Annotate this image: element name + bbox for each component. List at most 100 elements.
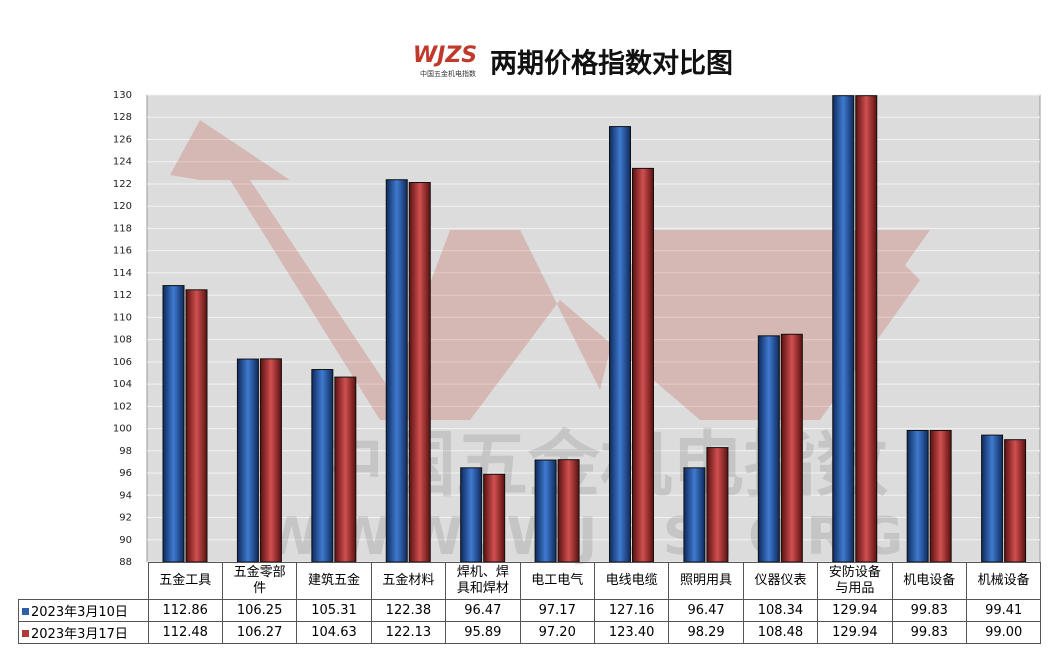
x-tick-label: 五金材料 <box>382 573 435 588</box>
bar <box>706 447 729 563</box>
category-cell: 机电设备 <box>891 562 967 600</box>
x-tick-label: 机械设备 <box>977 573 1030 588</box>
bar <box>408 182 431 563</box>
x-tick-label: 建筑五金 <box>308 573 361 588</box>
bar <box>483 473 506 563</box>
legend-cell: 2023年3月10日 <box>18 599 149 622</box>
value-cell: 98.29 <box>668 621 744 644</box>
bar <box>162 285 185 563</box>
value-cell: 97.20 <box>519 621 595 644</box>
bar <box>609 126 631 563</box>
value-cell: 127.16 <box>593 599 670 622</box>
y-tick-label: 112 <box>113 290 132 301</box>
x-tick-label: 照明用具 <box>680 573 733 588</box>
bar <box>334 376 357 563</box>
category-cell: 机械设备 <box>965 562 1042 600</box>
value-cell: 112.86 <box>147 599 223 622</box>
y-tick-label: 106 <box>113 357 132 368</box>
logo-caption: 中国五金机电指数 <box>420 69 476 78</box>
bar <box>906 429 929 563</box>
value-cell: 106.27 <box>221 621 298 644</box>
value-cell: 99.41 <box>965 599 1042 622</box>
legend-label: 2023年3月17日 <box>31 627 128 642</box>
value-cell: 99.00 <box>965 621 1042 644</box>
y-tick-label: 110 <box>113 312 132 323</box>
y-tick-label: 128 <box>113 112 132 123</box>
value-cell: 95.89 <box>445 621 521 644</box>
category-cell: 仪器仪表 <box>742 562 819 600</box>
x-tick-label: 仪器仪表 <box>754 573 807 588</box>
y-tick-label: 100 <box>113 424 132 435</box>
bar <box>1004 439 1027 563</box>
bar <box>632 167 654 563</box>
value-cell: 104.63 <box>296 621 372 644</box>
value-cell: 106.25 <box>221 599 298 622</box>
y-tick-label: 96 <box>119 468 132 479</box>
bar <box>185 289 208 563</box>
category-cell: 照明用具 <box>668 562 744 600</box>
bar <box>311 369 334 563</box>
chart-title: 两期价格指数对比图 <box>490 49 733 80</box>
legend-swatch <box>22 608 29 615</box>
value-cell: 97.17 <box>519 599 595 622</box>
logo: WJZS <box>413 43 477 68</box>
data-table: 五金工具 五金零部件 建筑五金 五金材料 焊机、焊具和焊材 电工电气 电线电缆 照明用具 仪器仪… <box>18 562 1042 644</box>
category-cell: 焊机、焊具和焊材 <box>445 562 521 600</box>
value-cell: 122.38 <box>370 599 447 622</box>
category-cell: 电工电气 <box>519 562 595 600</box>
x-tick-label: 安防设备与用品 <box>828 565 881 596</box>
value-cell: 108.34 <box>742 599 819 622</box>
y-tick-label: 92 <box>119 513 132 524</box>
x-tick-label: 机电设备 <box>903 573 956 588</box>
bar <box>557 459 580 563</box>
watermark-url: WWW.WJZS.ORG <box>263 507 917 567</box>
value-cell: 96.47 <box>445 599 521 622</box>
y-tick-label: 114 <box>113 268 132 279</box>
category-cell: 五金零部件 <box>221 562 298 600</box>
x-tick-label: 焊机、焊具和焊材 <box>456 565 509 596</box>
y-tick-label: 124 <box>113 157 132 168</box>
y-tick-label: 98 <box>119 446 132 457</box>
series-row: 2023年3月10日 112.86 106.25 105.31 122.38 96.47 9… <box>18 599 1042 622</box>
value-cell: 129.94 <box>817 621 893 644</box>
y-tick-label: 104 <box>113 379 132 390</box>
bar <box>385 179 408 563</box>
bar <box>832 95 855 563</box>
bar <box>259 358 282 563</box>
x-tick-label: 五金工具 <box>159 573 212 588</box>
value-cell: 112.48 <box>147 621 223 644</box>
bar <box>855 95 878 563</box>
y-tick-label: 102 <box>113 401 132 412</box>
bar <box>780 333 803 563</box>
legend-swatch <box>22 630 29 637</box>
value-cell: 99.83 <box>891 621 967 644</box>
y-tick-label: 122 <box>113 179 132 190</box>
category-cell: 电线电缆 <box>593 562 670 600</box>
y-tick-label: 108 <box>113 335 132 346</box>
bar <box>981 434 1004 563</box>
y-tick-label: 118 <box>113 223 132 234</box>
category-cell: 五金工具 <box>147 562 223 600</box>
bar <box>757 335 780 563</box>
category-cell: 建筑五金 <box>296 562 372 600</box>
value-cell: 105.31 <box>296 599 372 622</box>
bar <box>683 467 706 563</box>
y-tick-label: 126 <box>113 134 132 145</box>
y-tick-label: 90 <box>119 535 132 546</box>
plot-area <box>146 94 1041 563</box>
y-tick-label: 94 <box>119 490 132 501</box>
value-cell: 129.94 <box>817 599 893 622</box>
bar <box>236 358 259 563</box>
category-cell: 安防设备与用品 <box>817 562 893 600</box>
value-cell: 96.47 <box>668 599 744 622</box>
value-cell: 122.13 <box>370 621 447 644</box>
legend-cell: 2023年3月17日 <box>18 621 149 644</box>
y-tick-label: 116 <box>113 246 132 257</box>
y-tick-label: 130 <box>113 90 132 101</box>
value-cell: 123.40 <box>593 621 670 644</box>
corner-cell <box>18 562 149 600</box>
value-cell: 99.83 <box>891 599 967 622</box>
x-tick-label: 五金零部件 <box>233 565 286 596</box>
x-tick-label: 电线电缆 <box>605 573 658 588</box>
